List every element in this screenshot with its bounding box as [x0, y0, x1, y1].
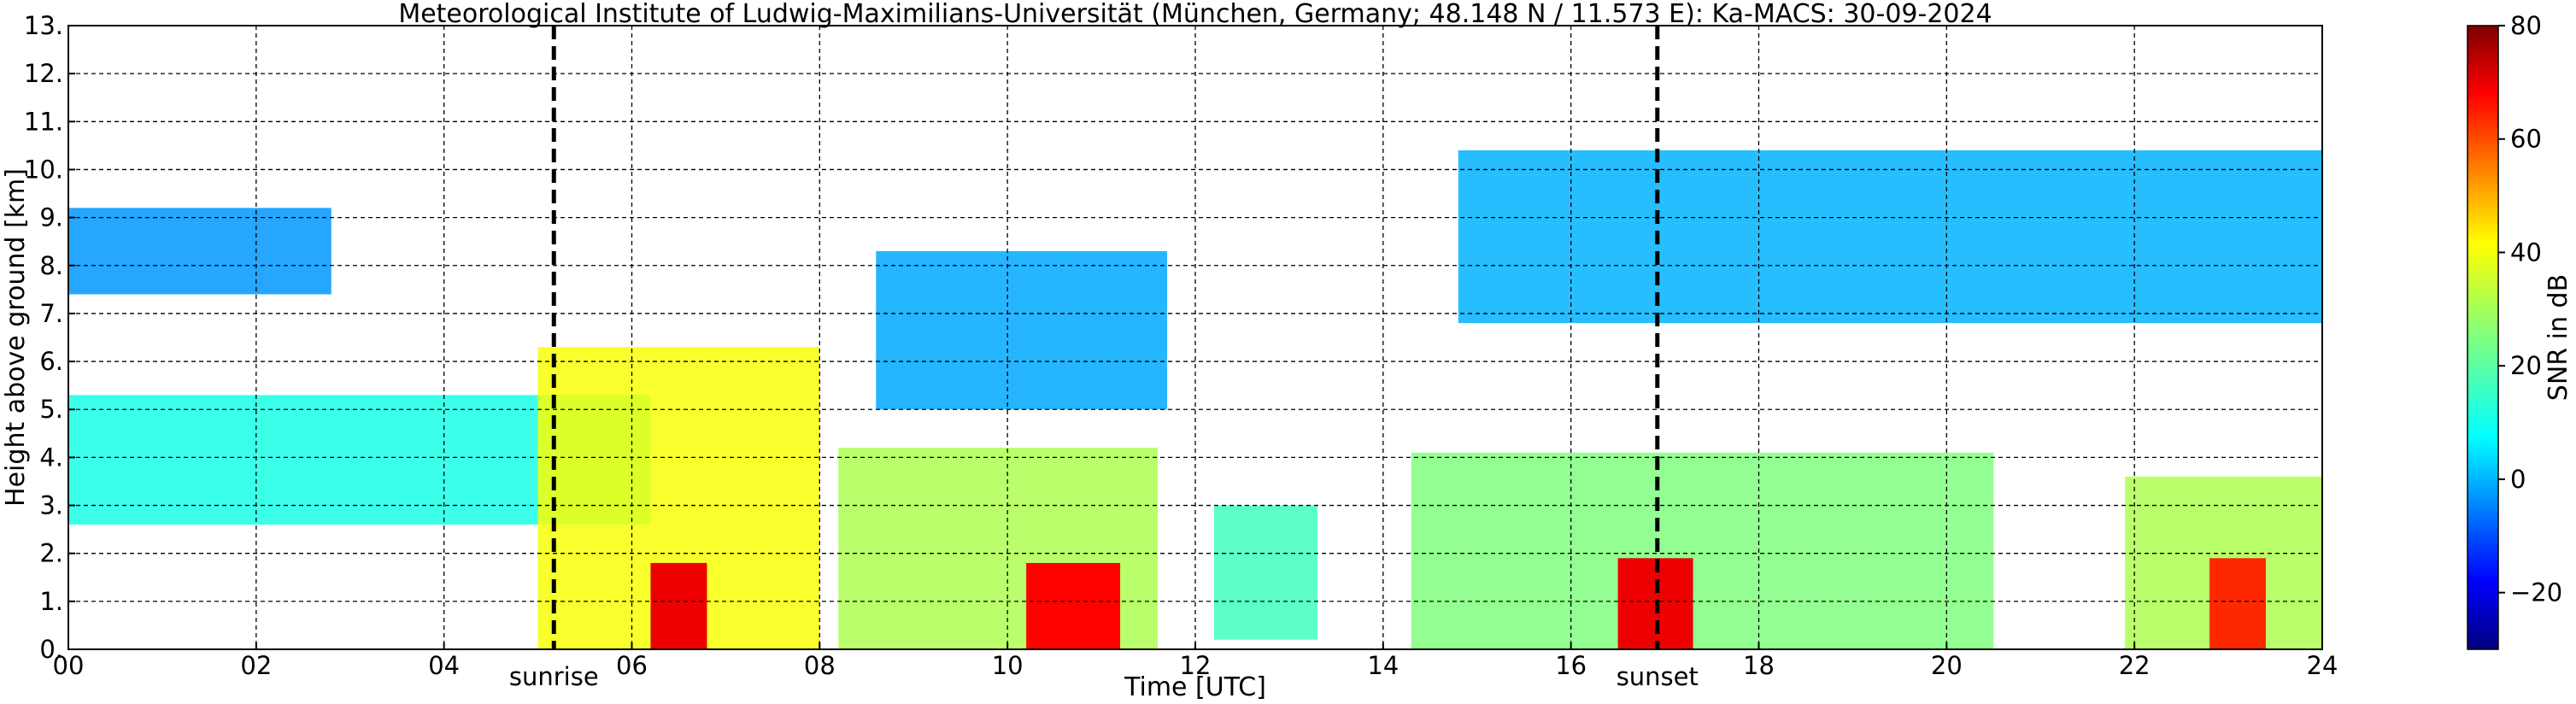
- y-tick-label: 13.: [24, 11, 63, 40]
- colorbar-tick-label: 60: [2510, 125, 2542, 154]
- sun-lines: [551, 26, 1660, 649]
- y-tick-label: 1.: [39, 587, 63, 616]
- x-tick-label: 06: [616, 651, 648, 680]
- annotations: sunrise sunset: [509, 662, 1699, 691]
- intense-cores: [650, 558, 2267, 649]
- x-tick-label: 18: [1743, 651, 1775, 680]
- y-tick-label: 0.: [39, 635, 63, 664]
- chart-title: Meteorological Institute of Ludwig-Maxim…: [398, 0, 1992, 29]
- y-axis-label: Height above ground [km]: [1, 168, 31, 507]
- y-tick-label: 9.: [39, 203, 63, 232]
- intense-core: [1026, 562, 1121, 649]
- cloud-region-afternoon-layer: [1411, 452, 1994, 649]
- colorbar: [2467, 25, 2499, 650]
- x-axis-label: Time [UTC]: [1124, 672, 1266, 702]
- sunset-label: sunset: [1617, 662, 1699, 691]
- y-tick-label: 11.: [24, 107, 63, 136]
- x-tick-label: 08: [804, 651, 836, 680]
- y-tick-label: 12.: [24, 59, 63, 88]
- grid-lines: [68, 26, 2322, 649]
- x-tick-label: 14: [1367, 651, 1399, 680]
- x-tick-label: 16: [1555, 651, 1587, 680]
- colorbar-tick-label: 80: [2510, 11, 2542, 40]
- cloud-region-small-cells-noon: [1213, 505, 1317, 640]
- colorbar-tick-label: 40: [2510, 238, 2542, 267]
- x-tick-label: 10: [992, 651, 1024, 680]
- y-tick-label: 10.: [24, 155, 63, 184]
- y-tick-label: 7.: [39, 299, 63, 328]
- y-tick-label: 6.: [39, 347, 63, 376]
- x-tick-label: 22: [2119, 651, 2151, 680]
- cloud-region-upper-late-morning-cirrus: [876, 250, 1168, 410]
- y-tick-label: 5.: [39, 395, 63, 424]
- sunrise-label: sunrise: [509, 662, 599, 691]
- x-tick-label: 12: [1180, 651, 1212, 680]
- cloud-region-upper-evening-cirrus: [1458, 150, 2322, 324]
- y-axis-ticks: 0. 1. 2. 3. 4. 5. 6. 7. 8. 9. 10. 11. 12. 13.: [24, 11, 75, 664]
- x-tick-label: 20: [1931, 651, 1963, 680]
- x-tick-label: 04: [428, 651, 460, 680]
- colorbar-label: SNR in dB: [2544, 274, 2573, 401]
- intense-core: [2209, 558, 2267, 649]
- cloud-region-upper-morning-cirrus: [68, 208, 332, 295]
- x-tick-label: 00: [53, 651, 85, 680]
- y-tick-label: 4.: [39, 443, 63, 472]
- colorbar-tick-label: 20: [2510, 351, 2542, 380]
- colorbar-tick-label: −20: [2510, 578, 2562, 607]
- x-tick-label: 02: [240, 651, 272, 680]
- colorbar-tick-label: 0: [2510, 465, 2526, 494]
- intense-core: [650, 562, 707, 649]
- y-tick-label: 8.: [39, 251, 63, 280]
- y-tick-label: 2.: [39, 539, 63, 568]
- colorbar-ticks: 80 60 40 20 0 −20: [2498, 11, 2562, 607]
- x-axis-ticks: 00 02 04 06 08 10 12 14 16 18 20 22 24: [53, 642, 2338, 680]
- y-tick-label: 3.: [39, 491, 63, 520]
- x-tick-label: 24: [2307, 651, 2338, 680]
